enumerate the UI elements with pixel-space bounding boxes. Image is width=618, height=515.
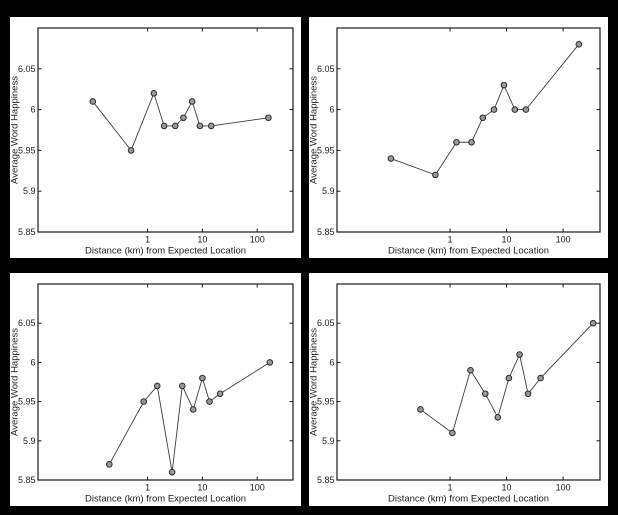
data-point xyxy=(589,319,597,327)
data-point xyxy=(106,461,113,468)
data-point xyxy=(171,122,179,130)
data-point xyxy=(511,106,519,113)
data-point xyxy=(89,98,97,105)
x-tick-label: 100 xyxy=(250,483,265,493)
chart-panel-top-left: 1 10 100 5.85 5.9 5.95 6 6.05 Distance (km) from… xyxy=(10,17,301,258)
data-line xyxy=(420,322,594,434)
y-tick-label: 6.05 xyxy=(317,64,335,74)
x-axis-label: Distance (km) from Expected Location xyxy=(85,494,246,505)
x-tick-label: 100 xyxy=(250,235,265,245)
plot-box xyxy=(37,283,294,481)
data-point xyxy=(490,106,498,113)
y-tick-label: 6.05 xyxy=(18,318,36,328)
data-point xyxy=(468,138,475,146)
data-point xyxy=(180,114,187,122)
y-tick-label: 6 xyxy=(30,357,35,367)
x-tick-label: 10 xyxy=(197,483,207,493)
y-tick-label: 5.85 xyxy=(18,227,36,237)
y-axis-label: Average Word Happiness xyxy=(10,328,21,436)
data-point xyxy=(140,398,148,405)
y-tick-label: 5.9 xyxy=(322,436,335,446)
data-point xyxy=(524,390,532,398)
y-tick-label: 5.95 xyxy=(317,145,335,155)
y-tick-label: 6 xyxy=(30,105,35,115)
data-point xyxy=(153,382,161,390)
data-point xyxy=(432,171,439,179)
chart-panel-bottom-left: 1 10 100 5.85 5.9 5.95 6 6.05 Distance (km) from… xyxy=(10,273,301,506)
data-point xyxy=(575,41,583,48)
data-point xyxy=(522,106,530,113)
y-tick-label: 5.85 xyxy=(317,475,335,485)
y-tick-label: 5.85 xyxy=(317,227,335,237)
data-point xyxy=(467,366,474,374)
y-axis-label: Average Word Happiness xyxy=(309,76,320,184)
data-point xyxy=(188,98,196,105)
data-point xyxy=(453,138,460,146)
x-tick-label: 10 xyxy=(502,483,512,493)
data-point xyxy=(417,406,424,413)
y-tick-label: 5.9 xyxy=(23,186,36,196)
y-tick-label: 6 xyxy=(329,105,334,115)
data-point xyxy=(265,114,272,122)
line-chart-bottom-left: 1 10 100 5.85 5.9 5.95 6 6.05 Distance (km) from… xyxy=(10,283,294,505)
data-line xyxy=(390,44,580,176)
y-axis-label: Average Word Happiness xyxy=(309,328,320,436)
x-tick-label: 10 xyxy=(197,235,207,245)
y-tick-label: 5.9 xyxy=(23,436,36,446)
x-tick-label: 1 xyxy=(145,235,150,245)
data-point xyxy=(189,406,197,413)
line-chart-top-left: 1 10 100 5.85 5.9 5.95 6 6.05 Distance (km) from… xyxy=(10,27,294,257)
data-point xyxy=(494,413,502,421)
y-tick-label: 5.85 xyxy=(18,475,36,485)
data-point xyxy=(199,374,206,382)
chart-panel-bottom-right: 1 10 100 5.85 5.9 5.95 6 6.05 Distance (km) from… xyxy=(309,273,608,506)
data-line xyxy=(108,362,271,473)
x-tick-label: 1 xyxy=(145,483,150,493)
data-point xyxy=(266,359,274,366)
x-tick-label: 100 xyxy=(556,483,571,493)
data-point xyxy=(207,122,215,130)
plot-box xyxy=(336,283,601,481)
data-point xyxy=(127,147,135,154)
x-tick-label: 10 xyxy=(502,235,512,245)
data-point xyxy=(479,114,487,122)
data-point xyxy=(216,390,224,398)
line-chart-bottom-right: 1 10 100 5.85 5.9 5.95 6 6.05 Distance (km) from… xyxy=(309,283,601,505)
data-point xyxy=(196,122,204,130)
x-axis-label: Distance (km) from Expected Location xyxy=(85,246,246,257)
data-point xyxy=(449,429,456,437)
plot-box xyxy=(336,27,601,233)
y-tick-label: 6 xyxy=(329,357,334,367)
y-tick-label: 6.05 xyxy=(317,318,335,328)
line-chart-top-right: 1 10 100 5.85 5.9 5.95 6 6.05 Distance (km) from… xyxy=(309,27,601,257)
data-point xyxy=(516,351,523,358)
data-point xyxy=(500,81,508,89)
data-point xyxy=(160,122,168,130)
x-tick-label: 1 xyxy=(448,235,453,245)
y-tick-label: 5.95 xyxy=(317,397,335,407)
y-tick-label: 5.95 xyxy=(18,397,36,407)
x-axis-label: Distance (km) from Expected Location xyxy=(388,494,549,505)
chart-panel-top-right: 1 10 100 5.85 5.9 5.95 6 6.05 Distance (km) from… xyxy=(309,17,608,258)
data-point xyxy=(168,468,176,476)
y-axis-label: Average Word Happiness xyxy=(10,76,21,184)
plot-box xyxy=(37,27,294,233)
x-axis-label: Distance (km) from Expected Location xyxy=(388,246,549,257)
data-point xyxy=(179,382,186,390)
data-point xyxy=(481,390,489,398)
data-point xyxy=(150,89,158,97)
x-tick-label: 100 xyxy=(556,235,571,245)
data-point xyxy=(387,155,395,162)
data-point xyxy=(206,398,213,405)
data-point xyxy=(537,374,544,382)
data-line xyxy=(92,91,269,152)
y-tick-label: 5.95 xyxy=(18,145,36,155)
y-tick-label: 5.9 xyxy=(322,186,335,196)
x-tick-label: 1 xyxy=(448,483,453,493)
y-tick-label: 6.05 xyxy=(18,64,36,74)
data-point xyxy=(505,374,513,382)
